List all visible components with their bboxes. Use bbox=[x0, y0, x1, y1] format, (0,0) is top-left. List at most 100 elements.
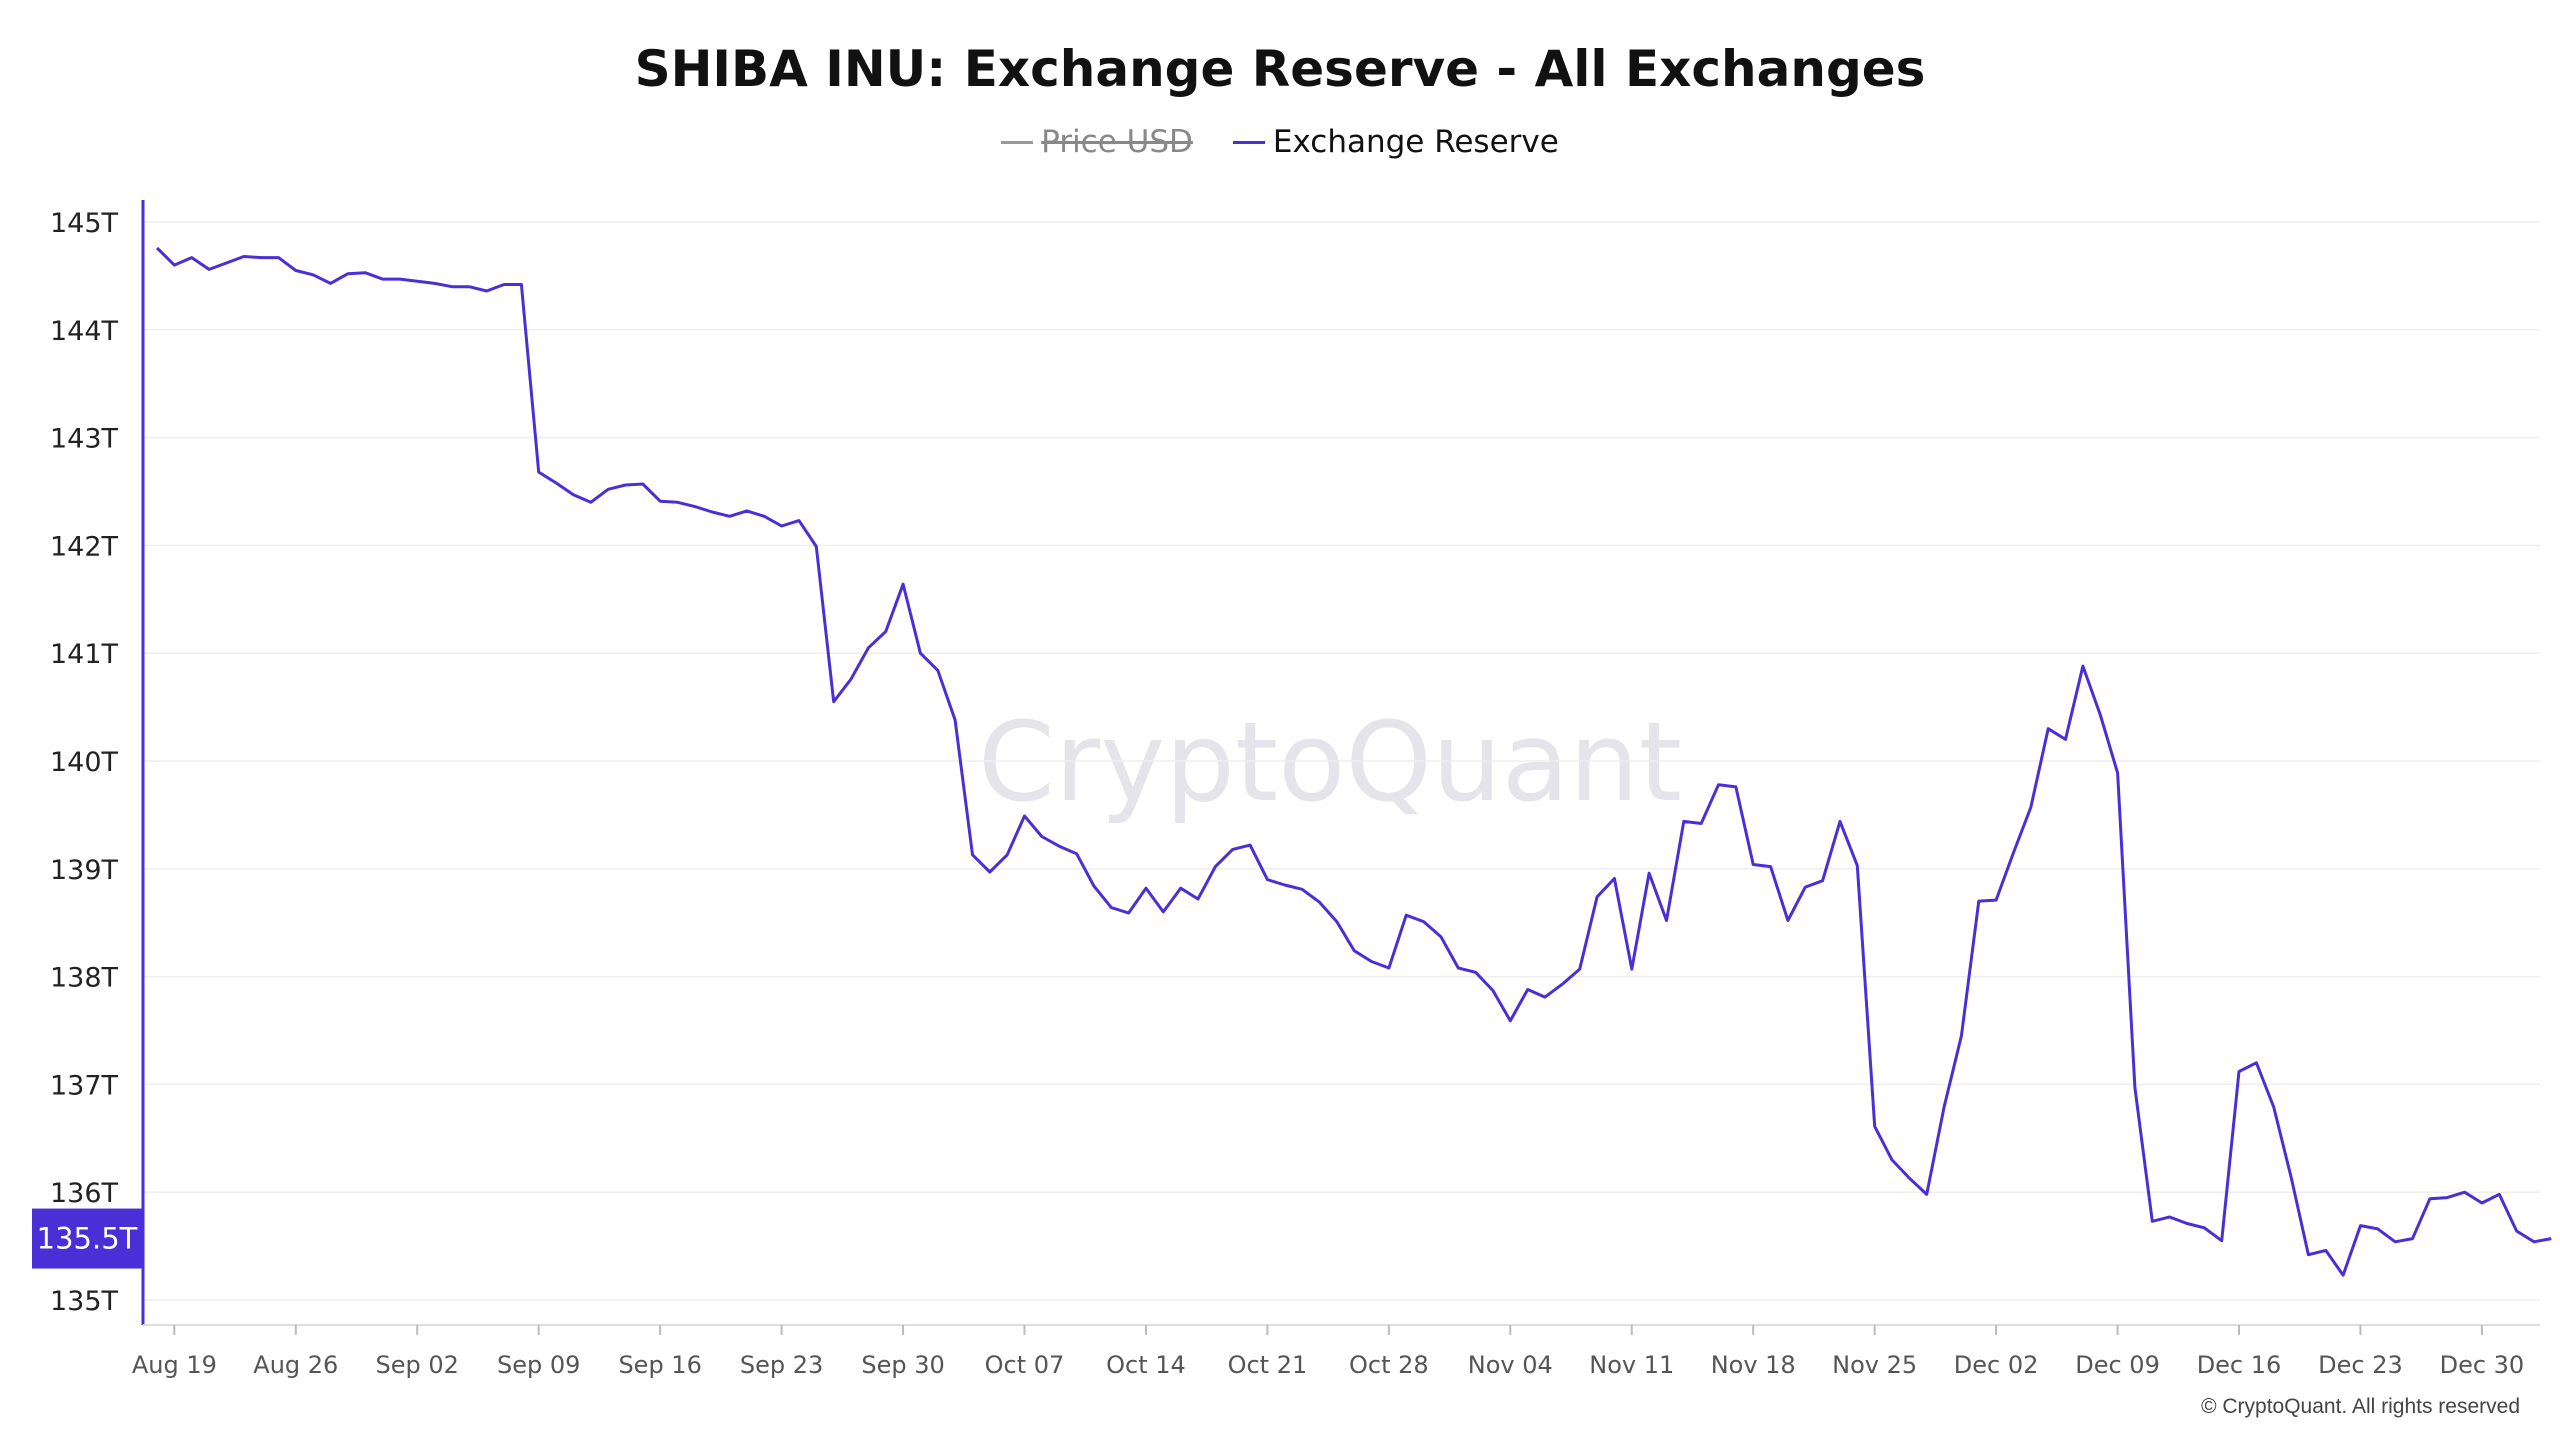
data-point[interactable] bbox=[241, 253, 247, 259]
data-point[interactable] bbox=[570, 492, 576, 498]
data-point[interactable] bbox=[1542, 994, 1548, 1000]
data-point[interactable] bbox=[1247, 842, 1253, 848]
data-point[interactable] bbox=[1421, 919, 1427, 925]
data-point[interactable] bbox=[1074, 851, 1080, 857]
data-point[interactable] bbox=[1716, 782, 1722, 788]
data-point[interactable] bbox=[380, 276, 386, 282]
data-point[interactable] bbox=[206, 266, 212, 272]
data-point[interactable] bbox=[883, 629, 889, 635]
data-point[interactable] bbox=[1872, 1123, 1878, 1129]
data-point[interactable] bbox=[2201, 1225, 2207, 1231]
data-point[interactable] bbox=[1230, 846, 1236, 852]
data-point[interactable] bbox=[1108, 905, 1114, 911]
data-point[interactable] bbox=[362, 270, 368, 276]
data-point[interactable] bbox=[1369, 959, 1375, 965]
data-point[interactable] bbox=[1212, 864, 1218, 870]
data-point[interactable] bbox=[1768, 864, 1774, 870]
data-point[interactable] bbox=[2444, 1195, 2450, 1201]
data-point[interactable] bbox=[1334, 919, 1340, 925]
data-point[interactable] bbox=[1629, 966, 1635, 972]
data-point[interactable] bbox=[1490, 988, 1496, 994]
data-point[interactable] bbox=[2288, 1174, 2294, 1180]
data-point[interactable] bbox=[2271, 1104, 2277, 1110]
data-point[interactable] bbox=[1733, 784, 1739, 790]
data-point[interactable] bbox=[935, 667, 941, 673]
data-point[interactable] bbox=[761, 513, 767, 519]
data-point[interactable] bbox=[1958, 1033, 1964, 1039]
data-point[interactable] bbox=[779, 523, 785, 529]
data-point[interactable] bbox=[1264, 877, 1270, 883]
data-point[interactable] bbox=[727, 513, 733, 519]
data-point[interactable] bbox=[2531, 1239, 2537, 1245]
series-layer[interactable] bbox=[154, 245, 2554, 1278]
data-point[interactable] bbox=[223, 260, 229, 266]
data-point[interactable] bbox=[2462, 1189, 2468, 1195]
data-point[interactable] bbox=[1403, 912, 1409, 918]
data-point[interactable] bbox=[1750, 861, 1756, 867]
data-point[interactable] bbox=[2236, 1068, 2242, 1074]
data-point[interactable] bbox=[328, 280, 334, 286]
data-point[interactable] bbox=[675, 499, 681, 505]
data-point[interactable] bbox=[2010, 850, 2016, 856]
data-point[interactable] bbox=[657, 498, 663, 504]
data-point[interactable] bbox=[1906, 1175, 1912, 1181]
data-point[interactable] bbox=[2167, 1214, 2173, 1220]
data-point[interactable] bbox=[1611, 876, 1617, 882]
data-point[interactable] bbox=[258, 255, 264, 261]
data-point[interactable] bbox=[605, 486, 611, 492]
data-point[interactable] bbox=[2427, 1196, 2433, 1202]
data-point[interactable] bbox=[2184, 1220, 2190, 1226]
data-point[interactable] bbox=[1507, 1018, 1513, 1024]
data-point[interactable] bbox=[536, 469, 542, 475]
data-point[interactable] bbox=[275, 255, 281, 261]
data-point[interactable] bbox=[154, 245, 160, 251]
data-point[interactable] bbox=[1091, 883, 1097, 889]
data-point[interactable] bbox=[2479, 1200, 2485, 1206]
data-point[interactable] bbox=[501, 282, 507, 288]
data-point[interactable] bbox=[813, 543, 819, 549]
data-point[interactable] bbox=[1160, 909, 1166, 915]
data-point[interactable] bbox=[692, 504, 698, 510]
data-point[interactable] bbox=[2063, 736, 2069, 742]
data-point[interactable] bbox=[1022, 813, 1028, 819]
data-point[interactable] bbox=[1178, 885, 1184, 891]
data-point[interactable] bbox=[900, 581, 906, 587]
data-point[interactable] bbox=[2305, 1252, 2311, 1258]
data-point[interactable] bbox=[397, 276, 403, 282]
legend-item-exchange-reserve[interactable]: Exchange Reserve bbox=[1232, 124, 1559, 160]
legend-item-price[interactable]: Price USD bbox=[1001, 124, 1193, 160]
data-point[interactable] bbox=[1004, 852, 1010, 858]
data-point[interactable] bbox=[1663, 918, 1669, 924]
data-point[interactable] bbox=[2132, 1085, 2138, 1091]
data-point[interactable] bbox=[1698, 821, 1704, 827]
data-point[interactable] bbox=[310, 272, 316, 278]
data-point[interactable] bbox=[1577, 966, 1583, 972]
data-point[interactable] bbox=[2080, 663, 2086, 669]
data-point[interactable] bbox=[2253, 1060, 2259, 1066]
data-point[interactable] bbox=[1473, 969, 1479, 975]
data-point[interactable] bbox=[2097, 712, 2103, 718]
data-point[interactable] bbox=[865, 645, 871, 651]
data-point[interactable] bbox=[1681, 818, 1687, 824]
data-point[interactable] bbox=[2028, 804, 2034, 810]
data-point[interactable] bbox=[709, 509, 715, 515]
data-point[interactable] bbox=[1143, 885, 1149, 891]
data-point[interactable] bbox=[2045, 726, 2051, 732]
data-point[interactable] bbox=[848, 676, 854, 682]
data-point[interactable] bbox=[2340, 1272, 2346, 1278]
data-point[interactable] bbox=[466, 284, 472, 290]
data-point[interactable] bbox=[588, 499, 594, 505]
data-point[interactable] bbox=[1785, 918, 1791, 924]
data-point[interactable] bbox=[1056, 843, 1062, 849]
data-point[interactable] bbox=[1802, 884, 1808, 890]
data-point[interactable] bbox=[1993, 897, 1999, 903]
data-point[interactable] bbox=[831, 699, 837, 705]
data-point[interactable] bbox=[1126, 910, 1132, 916]
data-point[interactable] bbox=[1820, 878, 1826, 884]
data-point[interactable] bbox=[449, 284, 455, 290]
series-line-exchange-reserve[interactable] bbox=[155, 246, 2552, 1277]
data-point[interactable] bbox=[1646, 870, 1652, 876]
data-point[interactable] bbox=[553, 480, 559, 486]
data-point[interactable] bbox=[189, 255, 195, 261]
data-point[interactable] bbox=[796, 518, 802, 524]
